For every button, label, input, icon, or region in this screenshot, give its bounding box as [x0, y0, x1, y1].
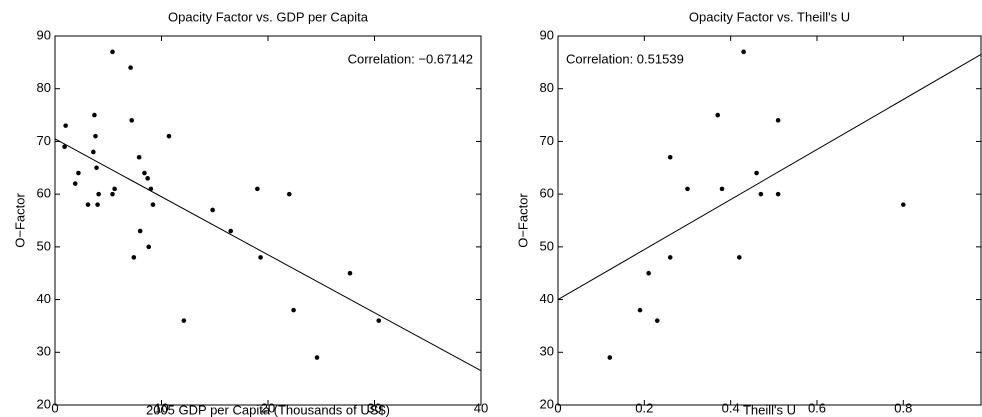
plot-area: [54, 35, 482, 406]
point: [314, 355, 320, 360]
point: [291, 307, 296, 313]
point: [181, 318, 187, 323]
point: [91, 149, 96, 155]
point: [347, 270, 353, 276]
point: [607, 355, 613, 360]
x-axis-label: 2005 GDP per Capita (Thousands of US$): [146, 402, 390, 417]
x-tick-label: 40: [474, 400, 488, 415]
x-tick-label: 0.4: [722, 400, 740, 415]
y-tick-label: 40: [37, 291, 51, 306]
point: [287, 191, 292, 197]
point: [210, 207, 215, 213]
point: [93, 133, 98, 139]
y-tick-label: 60: [540, 186, 554, 201]
y-tick-label: 70: [37, 133, 51, 148]
point: [137, 228, 143, 234]
point: [85, 202, 91, 207]
point: [654, 318, 660, 323]
y-axis-label: O−Factor: [12, 193, 27, 248]
annotation: Correlation: 0.51539: [566, 51, 684, 66]
x-tick-label: 0.8: [894, 400, 912, 415]
y-tick-label: 30: [540, 344, 554, 359]
annotation: Correlation: −0.67142: [348, 51, 473, 66]
point: [667, 154, 673, 160]
point: [150, 202, 156, 207]
x-axis-label: Theill's U: [743, 402, 796, 417]
point: [112, 186, 117, 192]
point: [110, 191, 115, 197]
y-tick-label: 50: [37, 238, 51, 253]
y-tick-label: 20: [540, 396, 554, 411]
chart-title: Opacity Factor vs. Theill's U: [689, 9, 850, 24]
point: [376, 318, 382, 323]
y-tick-label: 50: [540, 238, 554, 253]
x-tick-label: 20: [261, 400, 275, 415]
point: [63, 123, 68, 128]
y-tick-label: 90: [37, 27, 51, 42]
point: [148, 186, 154, 192]
point: [258, 255, 263, 260]
point: [775, 118, 781, 123]
point: [646, 270, 651, 276]
point: [719, 186, 725, 192]
point: [62, 144, 67, 149]
point: [76, 170, 81, 176]
point: [736, 255, 742, 260]
point: [715, 112, 721, 118]
fit-line: [557, 54, 982, 301]
point: [775, 191, 781, 197]
point: [136, 154, 142, 160]
point: [901, 202, 906, 207]
point: [96, 191, 101, 197]
point: [667, 255, 673, 260]
point: [145, 176, 150, 181]
point: [131, 255, 137, 260]
y-tick-label: 70: [540, 133, 554, 148]
point: [129, 118, 134, 123]
point: [685, 186, 690, 192]
point: [255, 186, 260, 192]
y-tick-label: 20: [37, 396, 51, 411]
point: [754, 170, 759, 176]
y-tick-label: 30: [37, 344, 51, 359]
y-axis-label: O−Factor: [515, 193, 530, 248]
point: [94, 165, 99, 171]
point: [228, 228, 234, 234]
fit-line: [54, 138, 482, 372]
y-tick-label: 80: [540, 80, 554, 95]
point: [142, 170, 147, 176]
point: [637, 307, 643, 313]
point: [95, 202, 100, 207]
x-tick-label: 0.2: [635, 400, 653, 415]
x-tick-label: 30: [367, 400, 381, 415]
y-tick-label: 90: [540, 27, 554, 42]
y-tick-label: 40: [540, 291, 554, 306]
point: [146, 244, 152, 250]
y-tick-label: 80: [37, 80, 51, 95]
point: [758, 191, 764, 197]
point: [72, 181, 78, 186]
point: [166, 133, 172, 139]
point: [128, 65, 133, 70]
plot-area: [557, 35, 982, 406]
x-tick-label: 0: [554, 400, 561, 415]
x-tick-label: 10: [154, 400, 168, 415]
point: [741, 49, 746, 55]
point: [110, 49, 115, 55]
x-tick-label: 0: [51, 400, 58, 415]
chart-title: Opacity Factor vs. GDP per Capita: [168, 9, 369, 24]
x-tick-label: 0.6: [808, 400, 826, 415]
point: [92, 112, 97, 118]
y-tick-label: 60: [37, 186, 51, 201]
